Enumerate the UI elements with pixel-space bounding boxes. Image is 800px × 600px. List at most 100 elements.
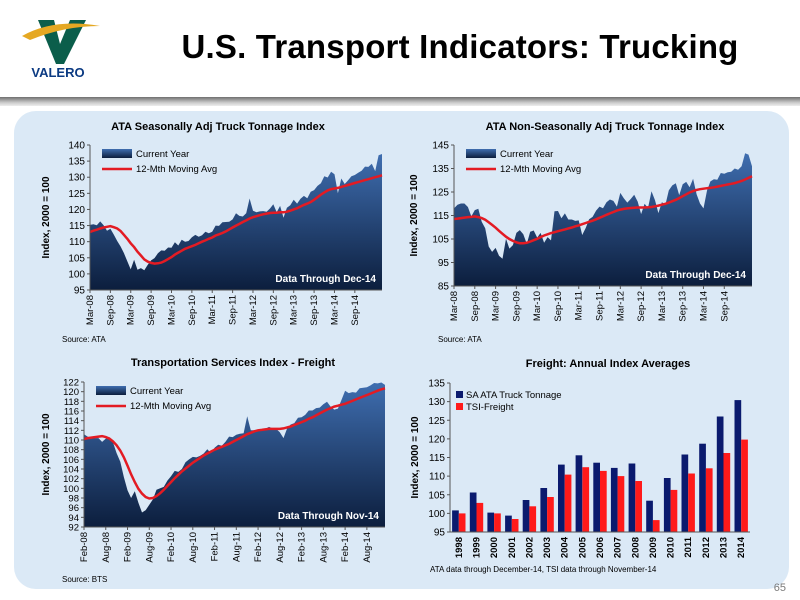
- bar-sa-ata: [593, 462, 600, 532]
- x-tick-label: Mar-11: [207, 295, 218, 324]
- y-tick-label: 95: [438, 258, 450, 269]
- slide-title: U.S. Transport Indicators: Trucking: [181, 28, 739, 65]
- x-tick-label: Sep-10: [187, 295, 198, 326]
- x-tick-label: Aug-12: [275, 532, 286, 563]
- x-tick-label: Mar-13: [289, 295, 300, 325]
- x-tick-label: Aug-08: [101, 532, 112, 563]
- y-tick-label: 115: [433, 211, 449, 222]
- x-tick-label: Aug-14: [362, 532, 373, 563]
- x-tick-label: Mar-12: [615, 291, 626, 321]
- legend-label-current-year: Current Year: [130, 386, 183, 397]
- x-tick-label: 2010: [666, 537, 677, 558]
- bar-tsi-freight: [688, 473, 695, 532]
- bar-tsi-freight: [582, 467, 590, 532]
- y-tick-label: 110: [69, 237, 85, 248]
- data-through-annotation: Data Through Dec-14: [645, 270, 746, 281]
- chart-tsi-freight: Transportation Services Index - Freight 9…: [41, 357, 386, 584]
- bar-tsi-freight: [617, 476, 625, 532]
- legend-label-current-year: Current Year: [500, 149, 553, 160]
- chart-annual-averages: Freight: Annual Index Averages 95 100 105 11…: [410, 358, 750, 574]
- legend-label-moving-avg: 12-Mth Moving Avg: [130, 401, 211, 412]
- y-tick-label: 116: [64, 407, 79, 418]
- y-tick-label: 85: [438, 282, 450, 293]
- bar-tsi-freight: [476, 502, 484, 532]
- y-tick-label: 95: [434, 528, 446, 539]
- x-tick-label: Mar-08: [85, 295, 96, 325]
- x-tick-label: Sep-10: [553, 291, 564, 322]
- x-tick-label: Feb-09: [123, 532, 134, 562]
- x-tick-label: 2014: [736, 536, 747, 558]
- bar-sa-ata: [681, 454, 689, 532]
- x-tick-label: Sep-11: [228, 295, 239, 325]
- x-tick-label: Sep-11: [595, 291, 606, 321]
- bar-sa-ata: [610, 467, 618, 532]
- legend-label: TSI-Freight: [466, 402, 514, 413]
- x-tick-label: Feb-14: [340, 532, 351, 562]
- chart-title: ATA Non-Seasonally Adj Truck Tonnage Ind…: [486, 121, 726, 133]
- source-note: Source: BTS: [62, 575, 107, 584]
- chart-nsa-tonnage: ATA Non-Seasonally Adj Truck Tonnage Ind…: [409, 121, 753, 344]
- y-tick-label: 96: [68, 503, 79, 514]
- x-tick-label: 2011: [683, 536, 694, 557]
- x-tick-label: Mar-09: [126, 295, 137, 325]
- bar-sa-ata: [540, 488, 548, 532]
- y-tick-label: 102: [63, 474, 79, 485]
- logo-text: VALERO: [31, 65, 84, 80]
- y-tick-label: 92: [68, 523, 79, 534]
- y-tick-label: 115: [429, 453, 445, 464]
- bar-sa-ata: [734, 400, 742, 532]
- bar-sa-ata: [699, 443, 706, 532]
- legend-swatch-area: [466, 149, 496, 158]
- bar-tsi-freight: [529, 506, 537, 532]
- y-tick-label: 112: [64, 426, 79, 437]
- x-tick-label: Aug-13: [318, 532, 329, 563]
- y-tick-label: 94: [68, 513, 79, 524]
- bar-sa-ata: [716, 416, 724, 532]
- y-tick-label: 110: [64, 436, 79, 447]
- legend-label: SA ATA Truck Tonnage: [466, 390, 562, 401]
- data-through-annotation: Data Through Nov-14: [278, 511, 380, 522]
- y-tick-label: 118: [64, 397, 79, 408]
- y-tick-label: 100: [68, 269, 85, 280]
- y-tick-label: 100: [63, 484, 79, 495]
- y-tick-label: 130: [68, 173, 85, 184]
- y-tick-label: 105: [428, 490, 445, 501]
- y-tick-label: 110: [429, 472, 445, 483]
- bar-tsi-freight: [511, 519, 519, 532]
- bar-tsi-freight: [670, 489, 678, 532]
- x-tick-label: Feb-13: [297, 532, 308, 562]
- x-tick-label: Feb-11: [210, 532, 221, 561]
- x-tick-label: Mar-12: [248, 295, 259, 325]
- x-tick-label: 2008: [630, 537, 641, 558]
- x-tick-label: Mar-14: [329, 295, 340, 325]
- bar-tsi-freight: [458, 513, 466, 532]
- legend-label-current-year: Current Year: [136, 149, 189, 160]
- bar-tsi-freight: [741, 439, 748, 532]
- source-note: Source: ATA: [438, 335, 482, 344]
- y-tick-label: 114: [64, 416, 79, 427]
- y-tick-label: 120: [68, 205, 85, 216]
- x-tick-label: 2013: [719, 537, 730, 558]
- valero-logo: VALERO: [22, 20, 100, 80]
- bar-sa-ata: [469, 492, 477, 532]
- y-tick-label: 105: [68, 253, 85, 264]
- y-tick-label: 125: [68, 189, 85, 200]
- data-through-annotation: Data Through Dec-14: [275, 274, 376, 285]
- chart-title: Freight: Annual Index Averages: [526, 358, 690, 370]
- y-tick-label: 140: [68, 141, 85, 152]
- y-tick-label: 108: [63, 445, 79, 456]
- bar-tsi-freight: [635, 481, 642, 532]
- bar-sa-ata: [646, 500, 653, 532]
- header-divider: [0, 97, 800, 106]
- x-tick-label: Aug-10: [188, 532, 199, 563]
- chart-panel: [14, 111, 789, 589]
- bar-tsi-freight: [705, 468, 713, 532]
- x-tick-label: Sep-12: [268, 295, 279, 326]
- x-tick-label: Sep-08: [470, 291, 481, 322]
- footnote: ATA data through December-14, TSI data t…: [430, 565, 657, 574]
- y-axis-label: Index, 2000 = 100: [409, 174, 420, 256]
- y-tick-label: 122: [63, 378, 79, 389]
- chart-title: Transportation Services Index - Freight: [131, 357, 335, 369]
- x-tick-label: Mar-14: [698, 291, 709, 321]
- x-tick-label: 2007: [613, 537, 624, 558]
